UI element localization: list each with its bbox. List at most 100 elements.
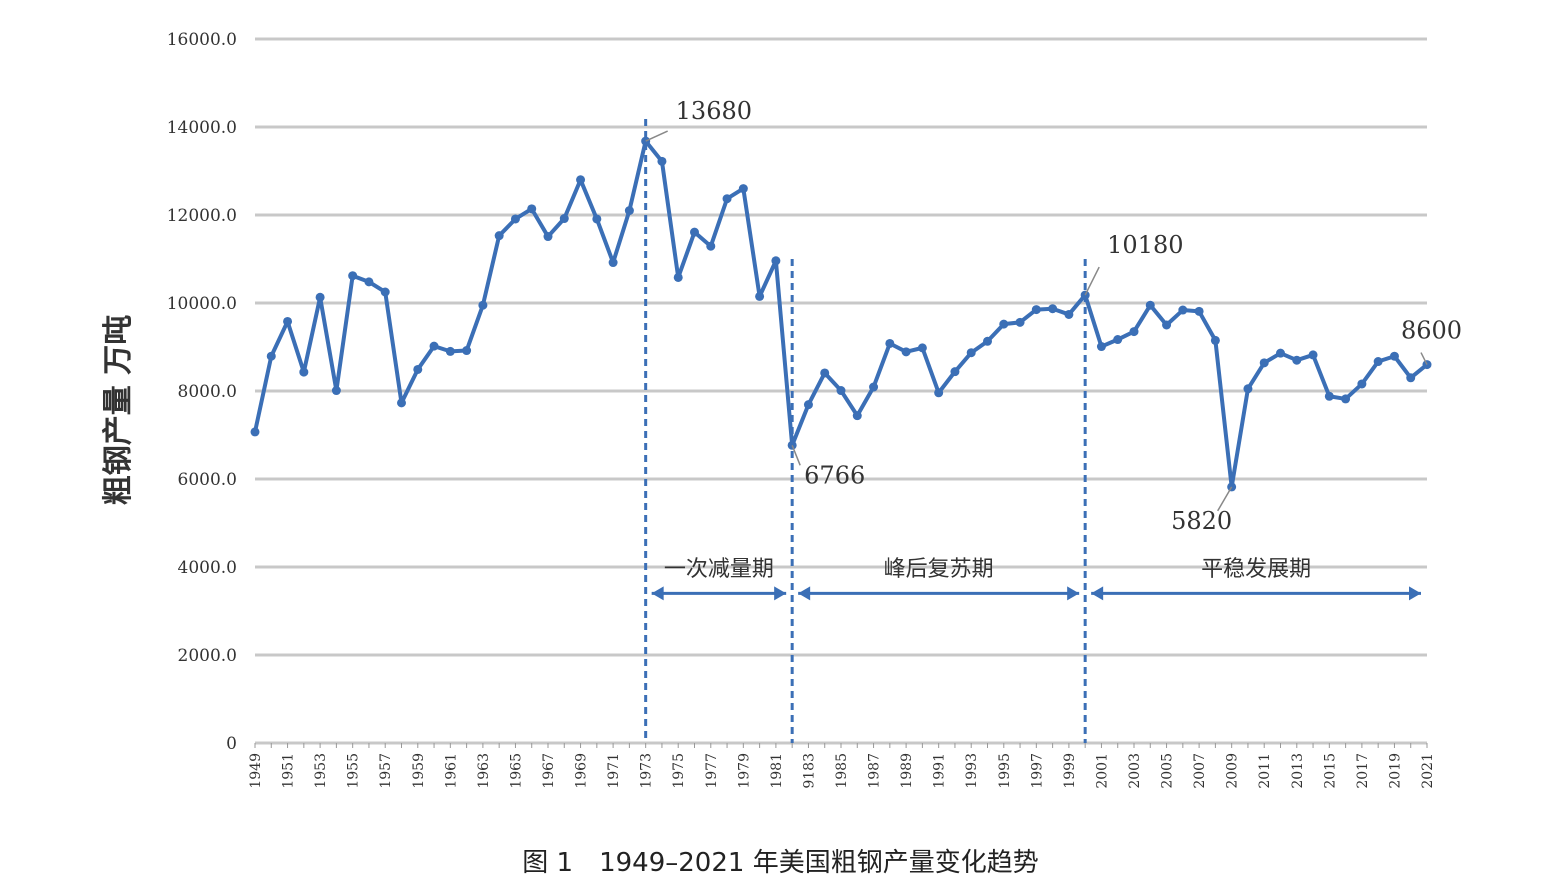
data-point-1997 [1031, 305, 1041, 315]
data-point-1951 [283, 316, 293, 326]
figure-caption: 图 1 1949–2021 年美国粗钢产量变化趋势 [522, 848, 1039, 878]
y-tick-label-7: 14000.0 [167, 118, 237, 138]
data-point-2016 [1341, 394, 1351, 404]
data-point-1985 [836, 386, 846, 396]
line-chart: 0 2000.0 4000.0 6000.0 8000.0 10000.0 12000.0 1… [101, 30, 1462, 789]
data-point-1963 [478, 300, 488, 310]
x-tick-label-29: 2007 [1192, 753, 1208, 789]
x-tick-label-30: 2009 [1225, 753, 1241, 789]
x-tick-label-18: 1985 [834, 753, 850, 789]
x-tick-label-28: 2005 [1160, 753, 1176, 789]
x-tick-label-9: 1967 [541, 753, 557, 789]
data-point-1968 [559, 214, 569, 224]
y-tick-label-6: 12000.0 [167, 206, 237, 226]
x-tick-label-3: 1955 [346, 753, 362, 789]
data-point-1959 [413, 364, 423, 374]
data-point-1993 [966, 348, 976, 358]
data-point-1952 [299, 367, 309, 377]
phase-arrowhead-left-2 [1091, 586, 1104, 601]
x-tick-label-1: 1951 [281, 753, 297, 789]
series-line-0 [253, 139, 1429, 489]
data-point-1975 [673, 272, 683, 282]
y-tick-label-2: 4000.0 [178, 558, 237, 578]
data-point-1991 [934, 388, 944, 398]
data-point-2019 [1389, 351, 1399, 361]
data-point-1995 [999, 319, 1009, 329]
data-point-1986 [852, 411, 862, 421]
data-point-1974 [657, 156, 667, 166]
annotation-label-1: 6766 [804, 461, 865, 489]
x-tick-label-16: 1981 [769, 753, 785, 789]
series-line [253, 139, 1429, 489]
phase-arrowhead-right-1 [1067, 586, 1080, 601]
data-point-1962 [462, 346, 472, 356]
data-point-1957 [380, 287, 390, 297]
y-tick-label-8: 16000.0 [167, 30, 237, 50]
annotation-leader-2 [1084, 266, 1100, 296]
x-tick-label-23: 1995 [997, 753, 1013, 789]
phase-label-2: 平稳发展期 [1201, 557, 1311, 582]
data-point-1972 [624, 206, 634, 216]
x-tick-label-25: 1999 [1062, 753, 1078, 789]
series-points [250, 136, 1432, 492]
x-tick-label-27: 2003 [1127, 753, 1143, 789]
data-point-2013 [1292, 355, 1302, 365]
data-point-1981 [771, 256, 781, 266]
x-tick-label-15: 1979 [736, 753, 752, 789]
phase-arrowhead-left-0 [651, 586, 664, 601]
y-tick-label-1: 2000.0 [178, 646, 237, 666]
x-tick-label-22: 1993 [964, 753, 980, 789]
y-tick-label-4: 8000.0 [178, 382, 237, 402]
data-point-1950 [266, 351, 276, 361]
x-tick-label-21: 1991 [932, 753, 948, 789]
x-tick-label-5: 1959 [411, 753, 427, 789]
data-point-1953 [315, 292, 325, 302]
data-point-1999 [1064, 309, 1074, 319]
x-tick-label-12: 1973 [639, 753, 655, 789]
data-point-2012 [1276, 348, 1285, 358]
data-point-2005 [1162, 320, 1172, 330]
y-tick-label-3: 6000.0 [178, 470, 237, 490]
phase-arrowhead-right-2 [1409, 586, 1421, 601]
annotation-leader-4 [1420, 352, 1428, 365]
data-point-1976 [690, 227, 699, 237]
data-point-2001 [1096, 342, 1106, 352]
annotation-leader-3 [1217, 486, 1233, 512]
data-point-1978 [722, 194, 732, 204]
data-point-1955 [348, 271, 358, 281]
data-point-1998 [1048, 304, 1058, 314]
y-tick-label-0: 0 [226, 734, 237, 754]
data-point-1970 [592, 214, 602, 224]
data-point-1987 [869, 382, 879, 392]
data-point-1996 [1015, 317, 1025, 327]
phase-dividers [644, 119, 1087, 743]
data-point-1966 [527, 204, 537, 214]
x-tick-label-11: 1971 [606, 753, 622, 789]
data-point-1988 [885, 338, 895, 348]
annotation-leader-0 [645, 130, 668, 142]
data-point-1965 [510, 214, 520, 224]
data-point-1960 [429, 341, 439, 351]
data-point-1994 [983, 336, 992, 346]
data-point-2014 [1308, 350, 1318, 360]
x-tick-label-19: 1987 [867, 753, 883, 789]
x-tick-label-4: 1957 [378, 753, 394, 789]
data-point-2006 [1178, 305, 1188, 315]
data-point-1961 [445, 346, 455, 356]
annotation-label-2: 10180 [1107, 231, 1183, 259]
data-point-1967 [543, 232, 553, 242]
data-point-2011 [1259, 358, 1269, 368]
data-point-2017 [1357, 379, 1367, 389]
x-tick-label-2: 1953 [313, 753, 329, 789]
phase-arrowhead-right-0 [774, 586, 787, 601]
x-tick-label-0: 1949 [248, 753, 264, 789]
data-point-1984 [820, 368, 830, 378]
phase-bands: 一次减量期 峰后复苏期 平稳发展期 [651, 557, 1421, 601]
data-point-1990 [917, 343, 927, 353]
y-tick-label-5: 10000.0 [167, 294, 237, 314]
x-tick-label-14: 1977 [704, 753, 720, 789]
data-point-2007 [1194, 306, 1204, 316]
data-point-2010 [1243, 384, 1253, 394]
y-axis-label: 粗钢产量 万吨 [101, 315, 136, 505]
x-tick-label-20: 1989 [899, 753, 915, 789]
